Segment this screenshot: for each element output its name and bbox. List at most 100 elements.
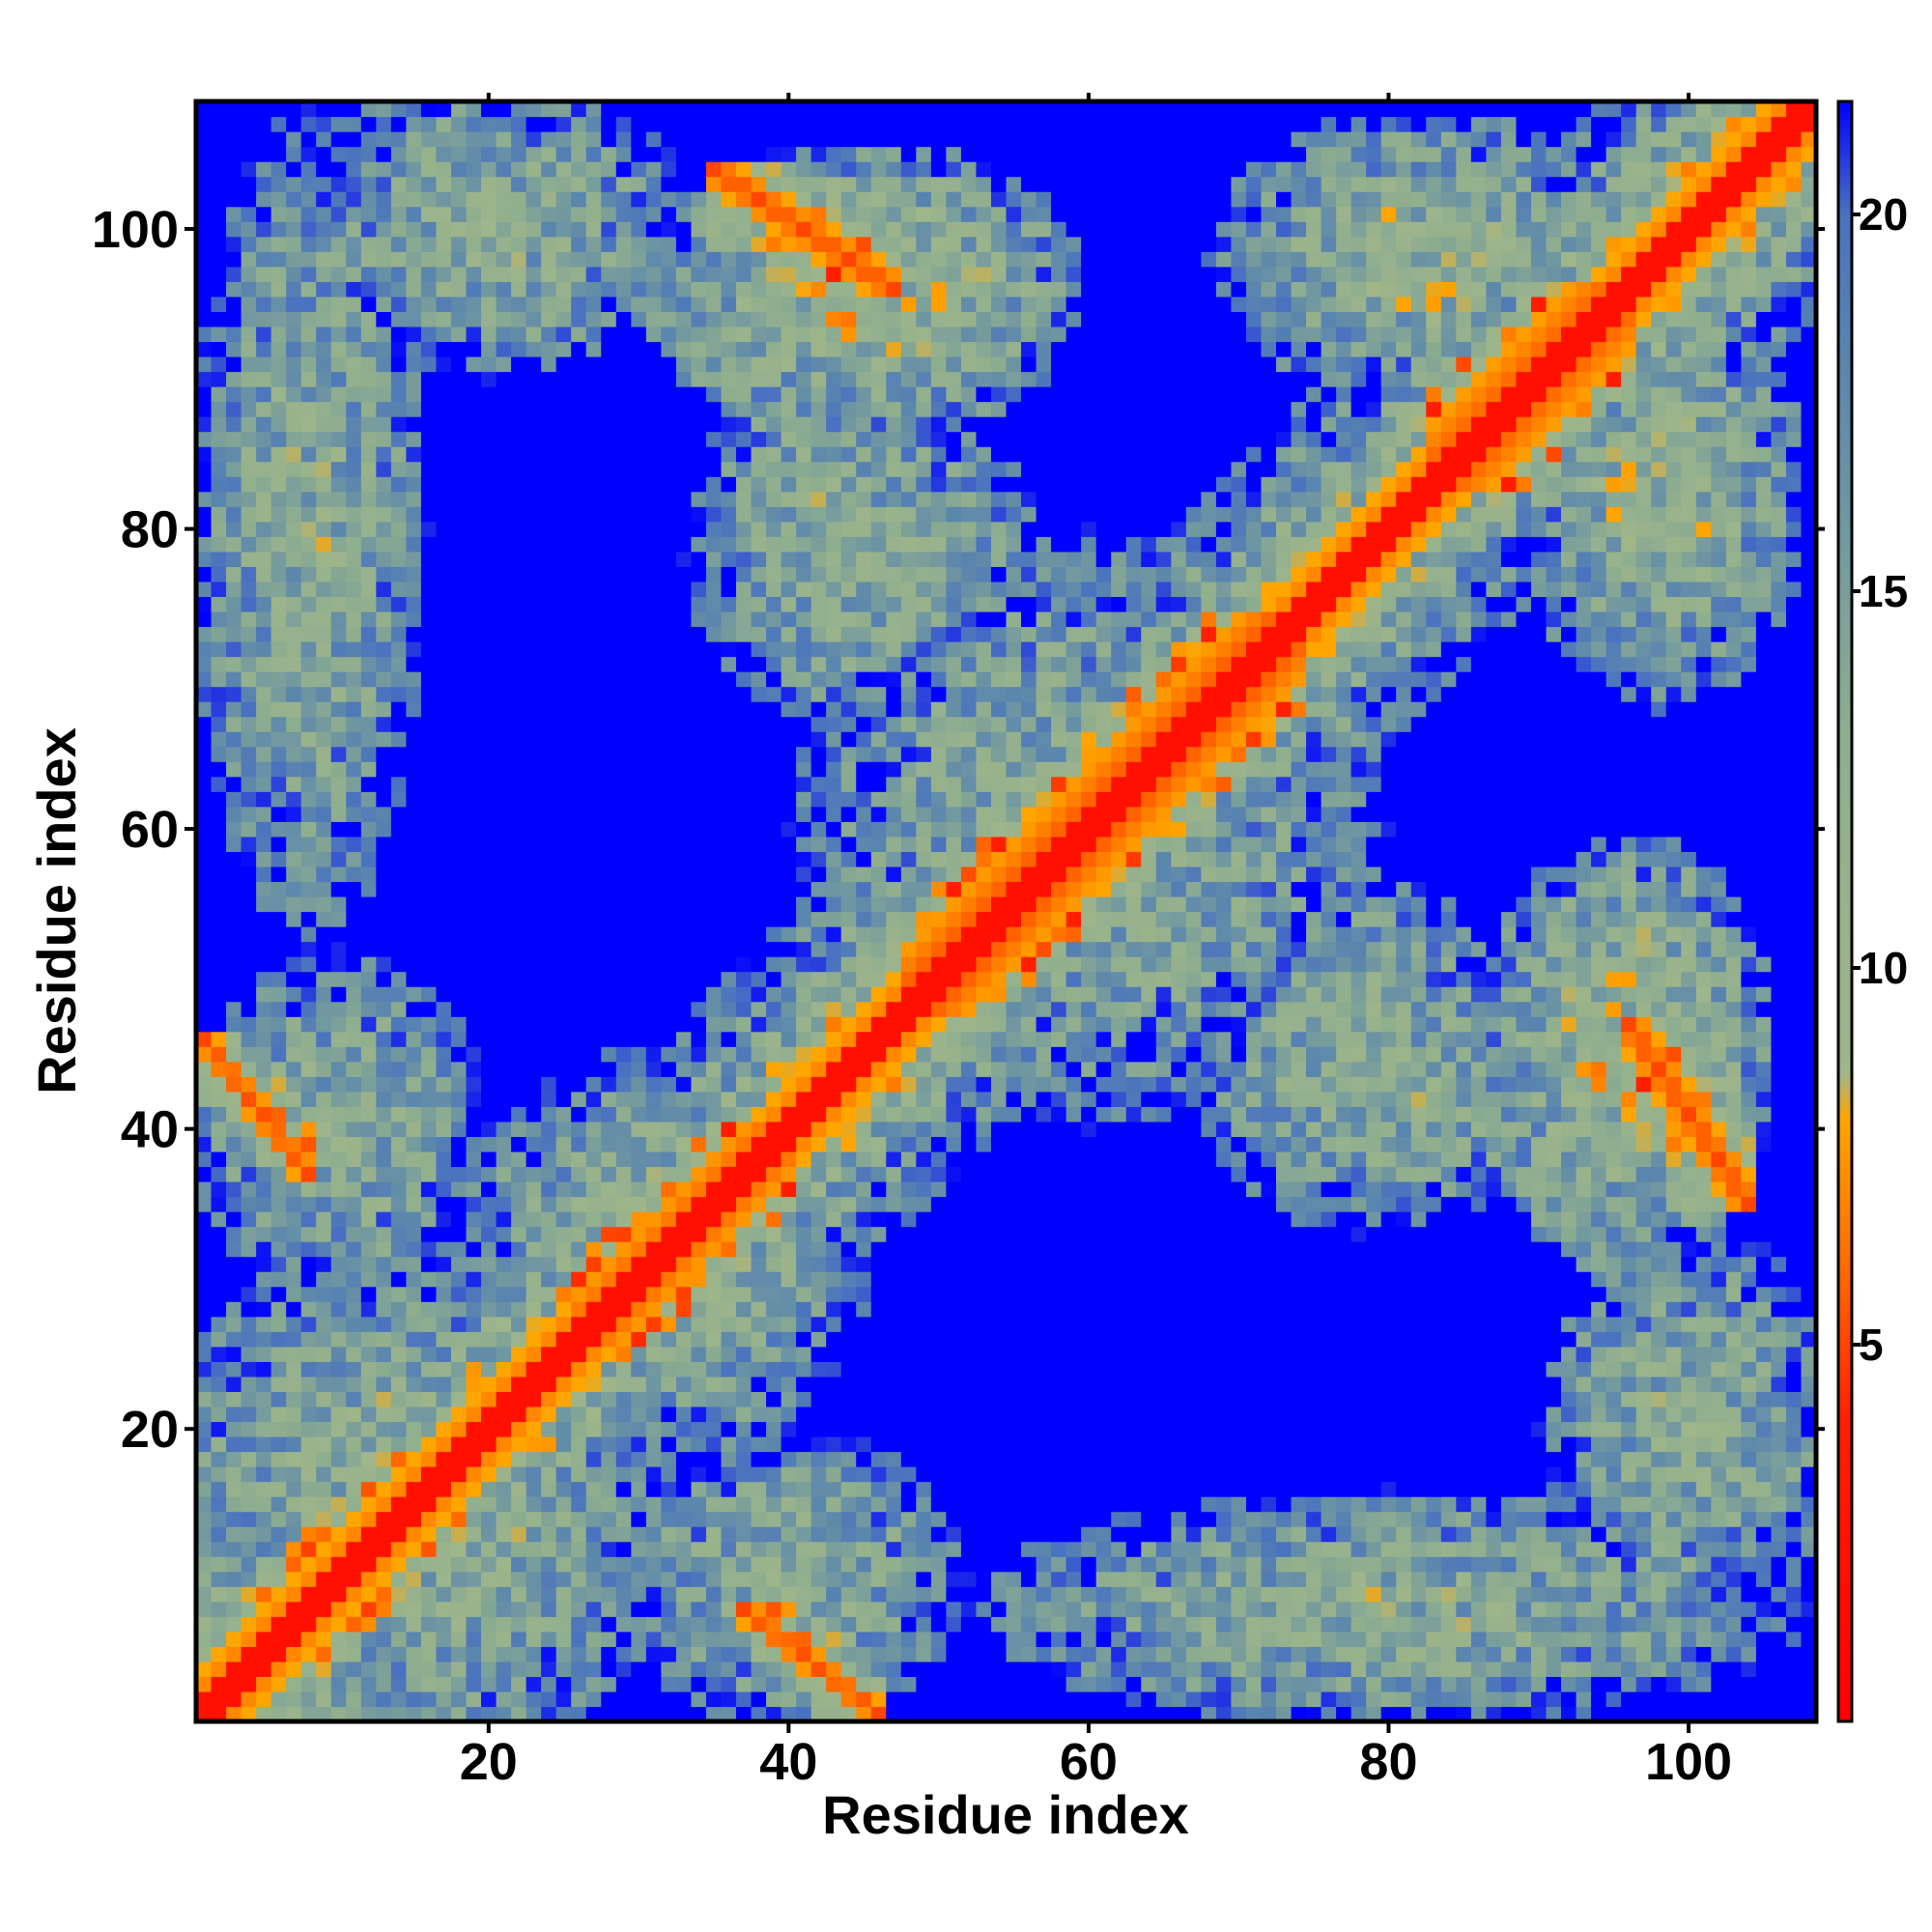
heatmap-cell	[406, 236, 422, 252]
heatmap-cell	[1755, 1631, 1773, 1647]
heatmap-cell	[736, 1511, 753, 1527]
heatmap-cell	[511, 761, 527, 778]
heatmap-cell	[870, 1421, 887, 1437]
heatmap-cell	[1546, 1435, 1562, 1453]
heatmap-cell	[406, 596, 422, 612]
heatmap-cell	[960, 1496, 978, 1513]
heatmap-cell	[541, 476, 557, 493]
heatmap-cell	[1185, 1361, 1202, 1378]
heatmap-cell	[1755, 1571, 1773, 1587]
heatmap-cell	[1785, 1406, 1803, 1423]
heatmap-cell	[705, 1646, 723, 1662]
heatmap-cell	[330, 1136, 347, 1152]
heatmap-cell	[1741, 1646, 1757, 1662]
heatmap-cell	[256, 311, 272, 327]
heatmap-cell	[990, 1346, 1008, 1362]
heatmap-cell	[406, 941, 422, 957]
heatmap-cell	[420, 1166, 438, 1182]
heatmap-cell	[450, 116, 468, 132]
heatmap-cell	[256, 341, 272, 357]
heatmap-cell	[1350, 1361, 1367, 1378]
heatmap-cell	[1396, 1556, 1412, 1573]
heatmap-cell	[1350, 1571, 1367, 1587]
heatmap-cell	[300, 581, 317, 598]
heatmap-cell	[420, 1541, 438, 1557]
heatmap-cell	[420, 1661, 438, 1678]
heatmap-cell	[300, 851, 317, 867]
heatmap-cell	[511, 971, 527, 987]
heatmap-cell	[481, 1661, 497, 1678]
heatmap-cell	[541, 101, 557, 118]
heatmap-cell	[1171, 1331, 1187, 1348]
heatmap-cell	[946, 1556, 962, 1573]
heatmap-cell	[511, 1046, 527, 1063]
heatmap-cell	[390, 716, 407, 732]
heatmap-cell	[1185, 1376, 1202, 1392]
heatmap-cell	[1410, 1541, 1427, 1557]
heatmap-cell	[466, 611, 482, 628]
heatmap-cell	[376, 866, 392, 883]
heatmap-cell	[1516, 1391, 1532, 1407]
heatmap-cell	[300, 116, 317, 132]
heatmap-cell	[286, 355, 302, 373]
heatmap-cell	[840, 1556, 857, 1573]
heatmap-cell	[496, 956, 512, 973]
heatmap-cell	[1336, 1466, 1352, 1483]
heatmap-cell	[376, 1346, 392, 1362]
heatmap-cell	[930, 1676, 947, 1692]
heatmap-cell	[481, 761, 497, 778]
heatmap-cell	[1801, 1331, 1817, 1348]
heatmap-cell	[1605, 1511, 1622, 1527]
heatmap-cell	[585, 1571, 602, 1587]
heatmap-cell	[376, 1241, 392, 1258]
heatmap-cell	[661, 1616, 677, 1633]
heatmap-cell	[450, 1301, 468, 1318]
heatmap-cell	[810, 1541, 827, 1557]
heatmap-cell	[316, 401, 332, 417]
heatmap-cell	[346, 476, 362, 493]
heatmap-cell	[346, 926, 362, 943]
heatmap-cell	[390, 1586, 407, 1603]
heatmap-cell	[930, 1541, 947, 1557]
heatmap-cell	[300, 101, 317, 118]
heatmap-cell	[526, 161, 542, 178]
heatmap-cell	[241, 221, 257, 238]
heatmap-cell	[390, 1676, 407, 1692]
heatmap-cell	[1141, 1526, 1157, 1543]
heatmap-cell	[256, 566, 272, 582]
heatmap-cell	[211, 1661, 227, 1678]
heatmap-cell	[330, 461, 347, 477]
heatmap-cell	[256, 1511, 272, 1527]
heatmap-cell	[466, 161, 482, 178]
heatmap-cell	[286, 1631, 302, 1647]
heatmap-cell	[1245, 1586, 1263, 1603]
heatmap-cell	[330, 971, 347, 987]
heatmap-cell	[316, 1001, 332, 1017]
heatmap-cell	[270, 1046, 287, 1063]
heatmap-cell	[300, 1556, 317, 1573]
heatmap-cell	[1396, 1646, 1412, 1662]
heatmap-cell	[196, 431, 213, 447]
heatmap-cell	[286, 881, 302, 897]
heatmap-cell	[736, 1421, 753, 1437]
heatmap-cell	[736, 1571, 753, 1587]
heatmap-cell	[1171, 1706, 1187, 1722]
heatmap-cell	[256, 236, 272, 252]
heatmap-cell	[346, 355, 362, 373]
heatmap-cell	[316, 491, 332, 507]
heatmap-cell	[376, 1136, 392, 1152]
heatmap-cell	[511, 1676, 527, 1692]
heatmap-cell	[466, 431, 482, 447]
heatmap-cell	[270, 686, 287, 702]
heatmap-cell	[241, 1181, 257, 1198]
heatmap-cell	[346, 1136, 362, 1152]
heatmap-cell	[1036, 1376, 1052, 1392]
heatmap-cell	[1036, 1361, 1052, 1378]
heatmap-cell	[316, 1601, 332, 1617]
heatmap-cell	[270, 1376, 287, 1392]
heatmap-cell	[256, 971, 272, 987]
heatmap-cell	[1546, 1706, 1562, 1722]
heatmap-cell	[555, 355, 572, 373]
heatmap-cell	[1695, 1586, 1712, 1603]
heatmap-cell	[541, 521, 557, 537]
